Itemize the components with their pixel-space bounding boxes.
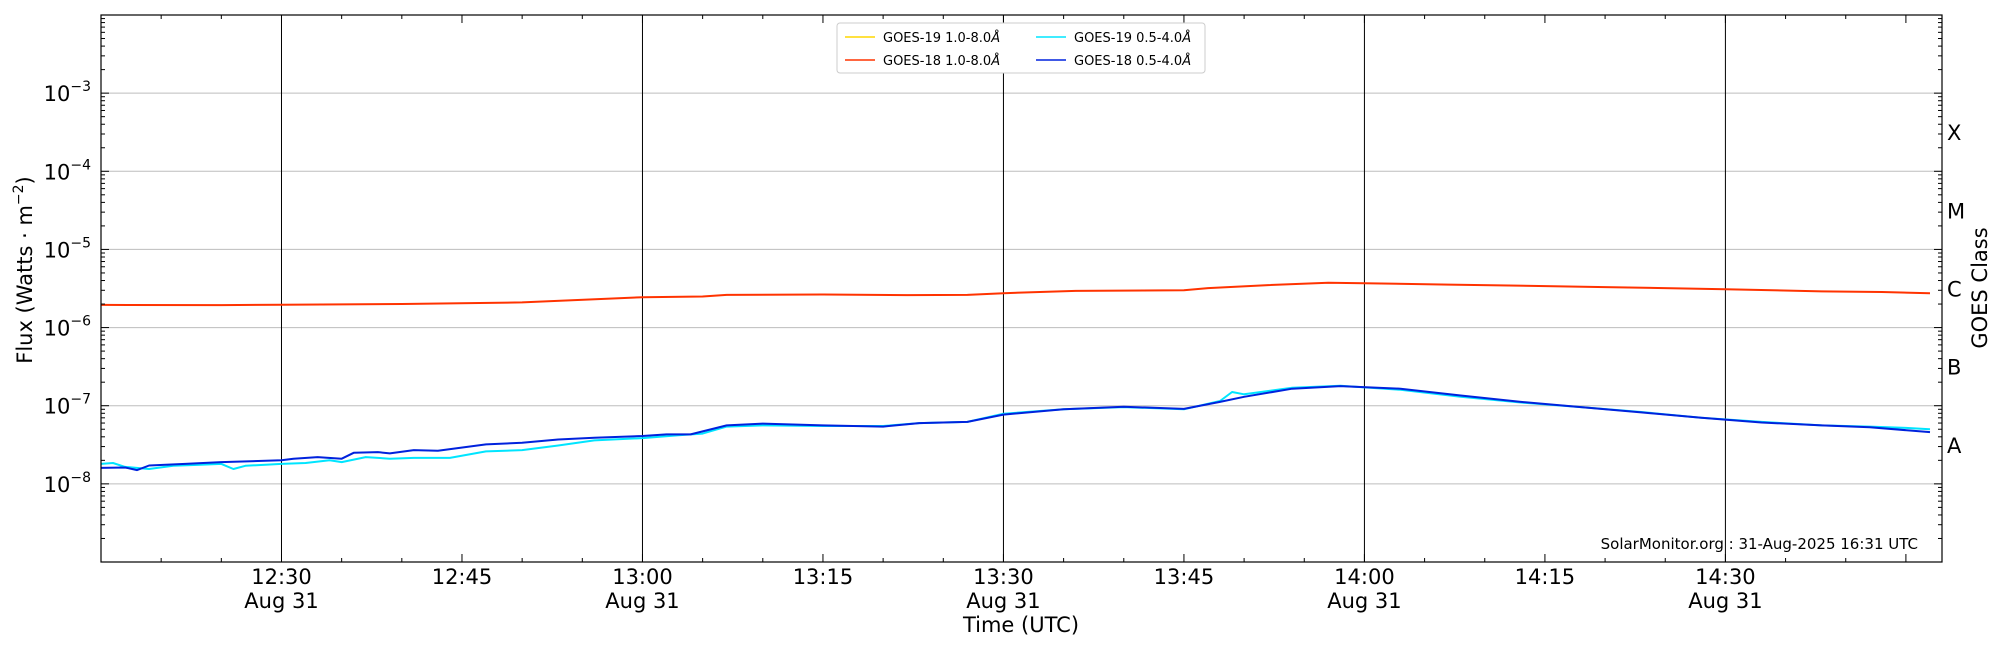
legend-entry-name: GOES-19 0.5-4.0 (1074, 31, 1182, 46)
legend-entry-unit: Å (990, 30, 1000, 46)
x-tick-label-6: 14:00 (1334, 565, 1395, 589)
series-line-1 (100, 281, 1931, 307)
x-tick-label-5: 13:45 (1154, 565, 1215, 589)
y-axis-ticks: 10−810−710−610−510−410−3 (44, 14, 1942, 563)
y-tick-label-0: 10−8 (44, 470, 91, 497)
y-tick-label-2: 10−6 (44, 314, 91, 341)
y-tick-exponent: −3 (70, 79, 91, 95)
x-tick-label-7: 14:15 (1515, 565, 1576, 589)
x-tick-date-2: Aug 31 (605, 589, 679, 613)
y-tick-exponent: −5 (70, 235, 91, 251)
x-tick-date-8: Aug 31 (1688, 589, 1762, 613)
x-tick-date-4: Aug 31 (966, 589, 1040, 613)
x-tick-label-4: 13:30 (973, 565, 1034, 589)
goes-class-labels: A B C M X (1947, 121, 1965, 458)
x-axis-title: Time (UTC) (962, 613, 1079, 637)
x-tick-date-6: Aug 31 (1327, 589, 1401, 613)
x-tick-label-0: 12:30 (251, 565, 312, 589)
y-tick-label-4: 10−4 (44, 157, 91, 184)
y-tick-exponent: −7 (70, 392, 91, 408)
source-annotation: SolarMonitor.org : 31-Aug-2025 16:31 UTC (1601, 535, 1918, 553)
legend-entry-2: GOES-19 0.5-4.0Å (1074, 30, 1191, 46)
legend-entry-name: GOES-19 1.0-8.0 (883, 31, 991, 46)
legend-entry-name: GOES-18 1.0-8.0 (883, 54, 991, 69)
series-lines (100, 281, 1931, 472)
legend-entry-unit: Å (1181, 30, 1191, 46)
legend-entry-unit: Å (990, 53, 1000, 69)
legend-entry-name: GOES-18 0.5-4.0 (1074, 54, 1182, 69)
legend-entry-0: GOES-19 1.0-8.0Å (883, 30, 1000, 46)
y-axis-title: Flux (Watts · m−2) (11, 176, 37, 364)
goes-class-m: M (1947, 199, 1965, 223)
right-axis-title: GOES Class (1968, 227, 1992, 348)
y-tick-base: 10 (44, 395, 71, 419)
y-tick-base: 10 (44, 160, 71, 184)
goes-class-a: A (1947, 434, 1962, 458)
y-tick-base: 10 (44, 473, 71, 497)
legend-entry-unit: Å (1181, 53, 1191, 69)
y-tick-exponent: −4 (70, 157, 91, 173)
x-tick-label-1: 12:45 (432, 565, 493, 589)
grid-lines (101, 92, 1942, 485)
goes-class-x: X (1947, 121, 1961, 145)
series-line-3 (100, 385, 1931, 472)
x-tick-date-0: Aug 31 (244, 589, 318, 613)
y-tick-label-3: 10−5 (44, 235, 91, 262)
y-tick-base: 10 (44, 82, 71, 106)
goes-class-c: C (1947, 278, 1962, 302)
y-tick-label-5: 10−3 (44, 79, 91, 106)
y-tick-exponent: −6 (70, 314, 91, 330)
legend-entry-3: GOES-18 0.5-4.0Å (1074, 53, 1191, 69)
y-tick-exponent: −8 (70, 470, 91, 486)
plot-frame (100, 14, 1943, 563)
y-tick-base: 10 (44, 317, 71, 341)
legend-entry-1: GOES-18 1.0-8.0Å (883, 53, 1000, 69)
y-tick-label-1: 10−7 (44, 392, 91, 419)
x-tick-label-3: 13:15 (793, 565, 854, 589)
x-tick-label-8: 14:30 (1695, 565, 1756, 589)
y-tick-base: 10 (44, 238, 71, 262)
x-tick-label-2: 13:00 (612, 565, 673, 589)
legend-box (836, 22, 1206, 74)
goes-class-b: B (1947, 356, 1961, 380)
